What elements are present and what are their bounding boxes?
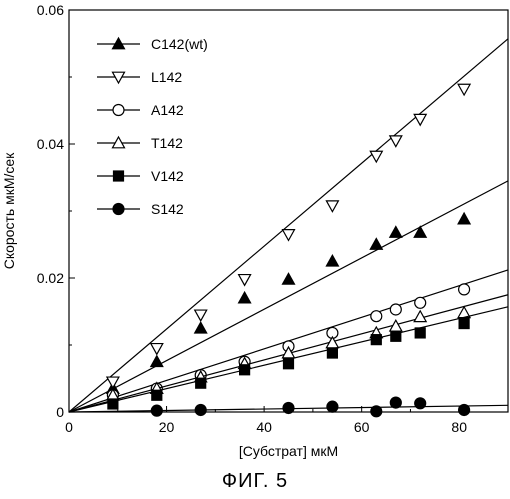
data-point <box>390 226 402 237</box>
data-point <box>195 310 207 321</box>
data-point <box>391 331 401 341</box>
legend-marker <box>114 171 124 181</box>
data-point <box>152 390 162 400</box>
data-point <box>327 348 337 358</box>
y-tick-label: 0.06 <box>37 2 64 18</box>
x-tick-label: 0 <box>65 419 73 435</box>
legend-marker <box>113 204 124 215</box>
data-point <box>459 319 469 329</box>
data-point <box>415 297 426 308</box>
data-point <box>459 284 470 295</box>
x-tick-label: 20 <box>159 419 175 435</box>
data-point <box>239 292 251 303</box>
data-point <box>326 255 338 266</box>
figure-caption: ФИГ. 5 <box>0 470 510 493</box>
legend-item: S142 <box>97 201 184 217</box>
data-point <box>415 328 425 338</box>
data-point <box>458 84 470 95</box>
data-point <box>151 344 163 355</box>
data-point <box>195 404 206 415</box>
data-point <box>284 359 294 369</box>
legend-label: S142 <box>151 201 184 217</box>
legend-label: L142 <box>151 69 182 85</box>
x-tick-label: 40 <box>256 419 272 435</box>
data-point <box>151 405 162 416</box>
series-v142 <box>69 307 508 412</box>
series-c142-wt- <box>69 181 508 412</box>
data-point <box>415 398 426 409</box>
data-point <box>390 136 402 147</box>
x-axis-title: [Субстрат] мкМ <box>239 443 338 459</box>
legend-item: A142 <box>97 102 184 118</box>
data-point <box>196 378 206 388</box>
fit-line <box>69 181 508 412</box>
y-tick-label: 0.04 <box>37 136 64 152</box>
data-point <box>459 404 470 415</box>
data-point <box>108 399 118 409</box>
data-point <box>239 275 251 286</box>
legend-label: A142 <box>151 102 184 118</box>
data-point <box>390 304 401 315</box>
legend-marker <box>113 105 124 116</box>
x-tick-label: 80 <box>451 419 467 435</box>
data-point <box>283 273 295 284</box>
data-point <box>283 230 295 241</box>
data-point <box>414 114 426 125</box>
series-a142 <box>69 270 508 412</box>
data-point <box>326 201 338 212</box>
data-point <box>371 311 382 322</box>
data-point <box>371 406 382 417</box>
data-point <box>240 365 250 375</box>
data-point <box>414 226 426 237</box>
series-s142 <box>69 397 508 417</box>
legend-item: T142 <box>97 135 183 151</box>
legend-item: C142(wt) <box>97 36 208 52</box>
data-point <box>390 397 401 408</box>
x-tick-label: 60 <box>354 419 370 435</box>
legend-item: V142 <box>97 168 184 184</box>
data-point <box>327 401 338 412</box>
data-point <box>283 402 294 413</box>
data-point <box>414 311 426 322</box>
legend-item: L142 <box>97 69 182 85</box>
data-point <box>195 322 207 333</box>
y-tick-label: 0 <box>56 404 64 420</box>
legend-label: C142(wt) <box>151 36 208 52</box>
data-point <box>370 151 382 162</box>
legend-label: V142 <box>151 168 184 184</box>
data-point <box>458 213 470 224</box>
data-point <box>370 239 382 250</box>
series-t142 <box>69 295 508 412</box>
y-tick-label: 0.02 <box>37 270 64 286</box>
data-point <box>371 335 381 345</box>
y-axis-title: Скорость мкМ/сек <box>1 152 17 269</box>
data-point <box>151 356 163 367</box>
legend-label: T142 <box>151 135 183 151</box>
